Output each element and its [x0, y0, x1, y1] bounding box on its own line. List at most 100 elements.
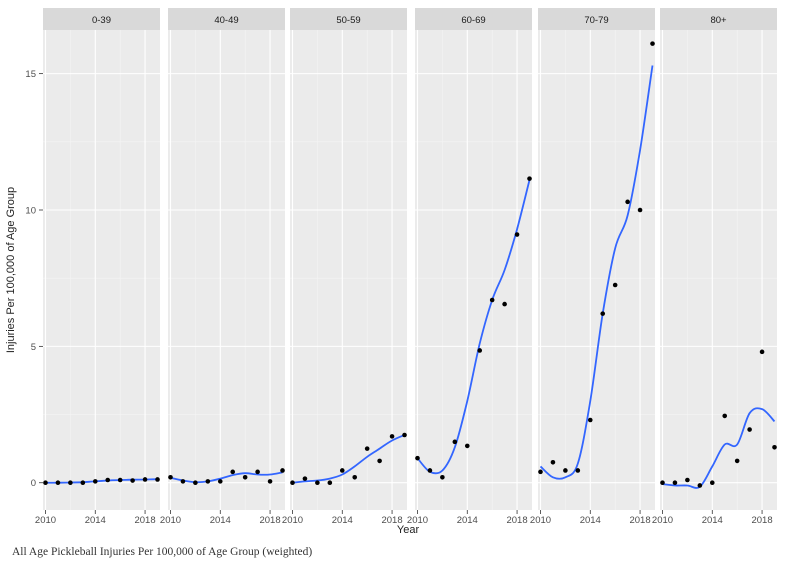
data-point	[527, 176, 532, 181]
facet-strip-label: 70-79	[584, 15, 608, 26]
data-point	[747, 427, 752, 432]
data-point	[697, 483, 703, 488]
x-tick-label: 2018	[506, 515, 527, 526]
x-axis-title: Year	[397, 524, 420, 536]
data-point	[315, 480, 320, 486]
facet-panel	[415, 30, 532, 510]
data-point	[672, 480, 678, 486]
data-point	[180, 479, 186, 484]
data-point	[290, 480, 295, 486]
facet-strip-label: 0-39	[92, 15, 111, 26]
x-tick-label: 2010	[652, 515, 673, 526]
smooth-line	[416, 179, 531, 475]
data-point	[377, 458, 382, 464]
smooth-line	[662, 407, 776, 489]
data-point	[255, 469, 260, 475]
x-tick-label: 2014	[457, 515, 478, 526]
data-point	[43, 480, 48, 486]
facet-strip-label: 50-59	[336, 15, 360, 26]
data-point	[402, 432, 407, 438]
facet-strip-label: 80+	[710, 15, 727, 26]
data-point	[92, 479, 98, 484]
faceted-chart: Injuries Per 100,000 of Age Group 0 5 10 15 0…	[5, 8, 777, 536]
x-tick-label: 2014	[332, 515, 353, 526]
x-tick-label: 2018	[381, 515, 402, 526]
x-tick-label: 2010	[407, 515, 428, 526]
data-point	[734, 458, 740, 464]
data-point	[502, 301, 507, 307]
data-point	[117, 477, 123, 483]
data-point	[563, 468, 568, 473]
data-point	[302, 476, 308, 481]
data-point	[267, 479, 273, 484]
data-point	[217, 479, 223, 484]
y-tick-label: 10	[25, 206, 36, 217]
x-tick-label: 2014	[580, 515, 601, 526]
data-point	[230, 469, 236, 475]
data-point	[280, 468, 285, 473]
data-point	[168, 474, 173, 480]
data-point	[352, 474, 358, 480]
data-point	[155, 477, 160, 482]
data-point	[193, 480, 198, 486]
data-point	[759, 349, 765, 355]
y-tick-label: 15	[25, 69, 36, 80]
data-point	[55, 480, 61, 486]
data-point	[538, 469, 543, 475]
data-point	[68, 480, 73, 486]
data-point	[364, 446, 370, 451]
smooth-line	[45, 478, 158, 484]
data-point	[575, 468, 581, 473]
data-point	[477, 348, 483, 353]
smooth-line	[539, 65, 654, 480]
x-tick-label: 2018	[751, 515, 772, 526]
data-point	[489, 297, 495, 303]
facet-strip	[660, 8, 777, 30]
x-tick-label: 2010	[35, 515, 56, 526]
data-point	[415, 455, 420, 461]
data-point	[685, 477, 690, 483]
figure-caption: All Age Pickleball Injuries Per 100,000 …	[12, 546, 313, 558]
data-point	[660, 480, 665, 486]
facet-panel	[43, 30, 160, 510]
smooth-line	[292, 434, 405, 484]
x-tick-label: 2018	[629, 515, 650, 526]
data-point	[389, 434, 395, 439]
y-tick-label: 0	[31, 478, 36, 489]
x-tick-label: 2014	[210, 515, 231, 526]
data-point	[637, 207, 643, 213]
data-point	[80, 480, 86, 486]
data-point	[612, 282, 618, 288]
data-point	[440, 474, 445, 480]
data-point	[550, 459, 556, 465]
x-tick-label: 2014	[702, 515, 723, 526]
data-point	[464, 443, 470, 449]
data-point	[242, 474, 248, 480]
data-point	[650, 41, 655, 46]
facet-strip	[43, 8, 160, 30]
y-tick-label: 5	[31, 342, 36, 353]
data-point	[709, 480, 715, 486]
y-axis-title: Injuries Per 100,000 of Age Group	[5, 187, 17, 353]
facet-panel	[290, 30, 407, 510]
data-point	[105, 477, 111, 483]
x-tick-label: 2014	[85, 515, 106, 526]
smooth-line	[170, 471, 283, 484]
facet-strip	[415, 8, 532, 30]
data-point	[452, 439, 458, 445]
x-tick-label: 2010	[282, 515, 303, 526]
data-point	[142, 477, 148, 482]
data-point	[130, 478, 135, 483]
x-tick-label: 2010	[160, 515, 181, 526]
data-point	[514, 232, 520, 237]
facet-strip-label: 40-49	[214, 15, 238, 26]
x-tick-label: 2018	[259, 515, 280, 526]
x-tick-label: 2018	[134, 515, 155, 526]
data-point	[625, 199, 630, 205]
data-point	[722, 413, 728, 419]
facet-strip-label: 60-69	[461, 15, 485, 26]
facet-panel	[660, 30, 777, 510]
data-point	[772, 444, 777, 450]
data-point	[587, 417, 593, 423]
facet-strip	[538, 8, 655, 30]
